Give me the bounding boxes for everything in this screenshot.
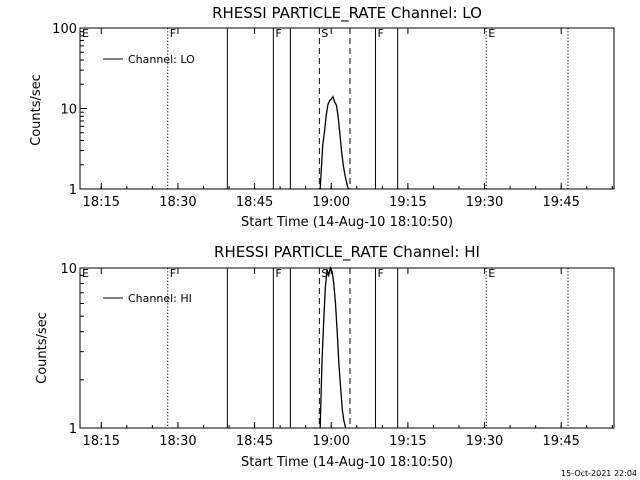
y-axis-label: Counts/sec bbox=[35, 312, 50, 384]
y-tick-label: 100 bbox=[52, 22, 77, 37]
x-axis-label: Start Time (14-Aug-10 18:10:50) bbox=[241, 455, 453, 470]
legend: Channel: HI bbox=[103, 292, 192, 305]
marker-label: E bbox=[82, 267, 89, 280]
marker-label: F bbox=[170, 27, 176, 40]
marker-label: E bbox=[488, 27, 495, 40]
y-tick-label: 1 bbox=[69, 422, 77, 437]
legend-label: Channel: HI bbox=[128, 292, 192, 305]
x-tick-label: 19:30 bbox=[466, 434, 503, 449]
marker-label: F bbox=[378, 267, 384, 280]
marker-label: S bbox=[321, 267, 328, 280]
y-tick-label: 10 bbox=[60, 262, 77, 277]
axis-ticks: 18:15 18:30 18:45 19:00 19:15 19:30 19:45 1 10 bbox=[60, 262, 613, 449]
x-tick-label: 19:00 bbox=[313, 195, 350, 210]
marker-label: E bbox=[82, 27, 89, 40]
y-tick-label: 1 bbox=[69, 183, 77, 198]
marker-label: E bbox=[488, 267, 495, 280]
x-tick-label: 19:00 bbox=[313, 434, 350, 449]
marker-label: F bbox=[275, 27, 281, 40]
x-tick-label: 18:15 bbox=[83, 434, 120, 449]
y-axis-label: Counts/sec bbox=[29, 74, 44, 146]
footer-timestamp: 15-Oct-2021 22:04 bbox=[561, 469, 637, 478]
x-tick-label: 18:30 bbox=[159, 434, 196, 449]
marker-label: F bbox=[170, 267, 176, 280]
x-tick-label: 19:15 bbox=[389, 434, 426, 449]
lo-channel-panel: RHESSI PARTICLE_RATE Channel: LO Counts/… bbox=[29, 4, 615, 230]
y-tick-label: 10 bbox=[60, 103, 77, 118]
plot-frame bbox=[79, 27, 615, 190]
hi-channel-panel: RHESSI PARTICLE_RATE Channel: HI Counts/… bbox=[35, 243, 615, 470]
x-tick-label: 19:30 bbox=[466, 195, 503, 210]
x-tick-label: 19:45 bbox=[542, 434, 579, 449]
x-tick-label: 18:45 bbox=[236, 434, 273, 449]
series-line-hi bbox=[319, 266, 347, 429]
marker-label: F bbox=[275, 267, 281, 280]
x-axis-label: Start Time (14-Aug-10 18:10:50) bbox=[241, 215, 453, 230]
x-tick-label: 18:15 bbox=[83, 195, 120, 210]
series-line-lo bbox=[319, 95, 349, 190]
x-tick-label: 18:45 bbox=[236, 195, 273, 210]
chart-title: RHESSI PARTICLE_RATE Channel: HI bbox=[214, 243, 480, 262]
chart-title: RHESSI PARTICLE_RATE Channel: LO bbox=[212, 4, 482, 23]
x-tick-label: 19:15 bbox=[389, 195, 426, 210]
legend-label: Channel: LO bbox=[128, 53, 195, 66]
marker-label: S bbox=[321, 27, 328, 40]
axis-ticks: 18:15 18:30 18:45 19:00 19:15 19:30 19:45 1 10 10… bbox=[52, 22, 613, 210]
x-tick-label: 19:45 bbox=[542, 195, 579, 210]
marker-label: F bbox=[378, 27, 384, 40]
legend: Channel: LO bbox=[103, 53, 195, 66]
plot-frame bbox=[79, 267, 615, 429]
x-tick-label: 18:30 bbox=[159, 195, 196, 210]
